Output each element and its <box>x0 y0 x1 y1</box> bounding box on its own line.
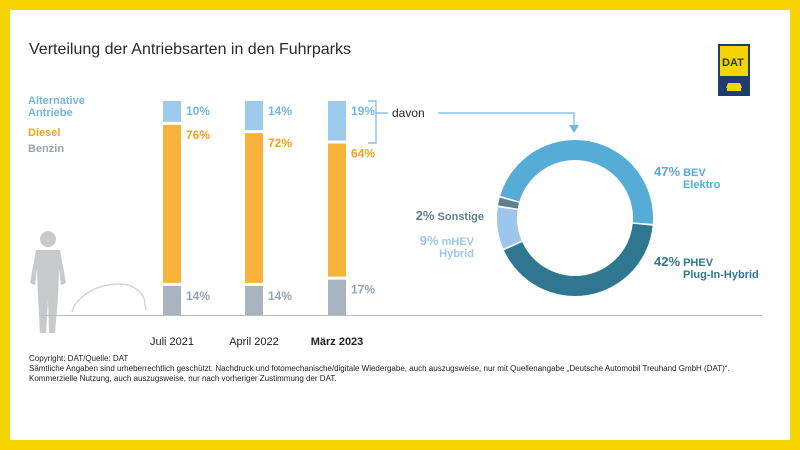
donut-name: mHEV <box>439 236 475 248</box>
bracket <box>368 100 388 144</box>
footer-copyright: Copyright: DAT/Quelle: DAT <box>29 354 129 363</box>
bar-value-label: 76% <box>186 128 210 142</box>
legend-diesel: Diesel <box>28 127 61 139</box>
bar-diesel <box>163 124 181 283</box>
davon-label: davon <box>392 106 425 120</box>
bar-benzin <box>245 285 263 315</box>
bar-diesel <box>245 133 263 283</box>
donut-sub-bev: Elektro <box>683 179 721 191</box>
x-tick-label: März 2023 <box>311 336 364 348</box>
bar-diesel <box>328 143 346 277</box>
bar-alternative <box>245 101 263 131</box>
person-car-silhouette <box>30 231 147 333</box>
donut-slice-phev <box>504 223 653 297</box>
donut-label-bev: 47% BEV <box>654 164 706 179</box>
bar-value-label: 72% <box>268 136 292 150</box>
donut-pct: 2% <box>416 208 435 223</box>
bar-value-label: 14% <box>268 289 292 303</box>
donut-name: BEV <box>680 167 706 179</box>
donut-name: PHEV <box>680 257 714 269</box>
bar-benzin <box>163 285 181 315</box>
dat-logo: DAT <box>718 44 750 96</box>
donut-label-sonstige: 2% Sonstige <box>416 208 484 223</box>
donut-label-mhev: 9% mHEV <box>420 233 475 248</box>
logo-text: DAT <box>722 57 744 69</box>
footer-rights: Sämtliche Angaben sind urheberrechtlich … <box>29 364 730 373</box>
donut-pct: 47% <box>654 164 680 179</box>
davon-connector <box>438 112 575 128</box>
legend-benzin: Benzin <box>28 143 65 155</box>
donut-slice-sonstige <box>498 197 520 209</box>
footer-commercial: Kommerzielle Nutzung, auch auszugsweise,… <box>29 374 337 383</box>
legend-alternative: Alternative Antriebe <box>28 95 85 119</box>
bar-value-label: 14% <box>186 289 210 303</box>
bar-value-label: 14% <box>268 104 292 118</box>
donut-pct: 42% <box>654 254 680 269</box>
x-tick-label: April 2022 <box>229 336 279 348</box>
bar-value-label: 10% <box>186 104 210 118</box>
bar-benzin <box>328 279 346 315</box>
bar-value-label: 64% <box>351 147 375 161</box>
bar-alternative <box>328 101 346 141</box>
donut-label-phev: 42% PHEV <box>654 254 714 269</box>
chart-title: Verteilung der Antriebsarten in den Fuhr… <box>29 41 351 58</box>
arrow-head-icon <box>569 125 579 133</box>
footer: Copyright: DAT/Quelle: DAT Sämtliche Ang… <box>29 354 769 384</box>
bar-value-label: 19% <box>351 104 375 118</box>
chart-frame <box>10 10 790 440</box>
donut-slice-bev <box>500 139 654 224</box>
bar-value-label: 17% <box>351 283 375 297</box>
x-tick-label: Juli 2021 <box>150 336 194 348</box>
bar-alternative <box>163 101 181 122</box>
donut-sub-phev: Plug-In-Hybrid <box>683 269 759 281</box>
donut-slice-mhev <box>496 207 522 249</box>
donut-pct: 9% <box>420 233 439 248</box>
donut-sub-mhev: Hybrid <box>439 248 474 260</box>
donut-name: Sonstige <box>434 211 484 223</box>
